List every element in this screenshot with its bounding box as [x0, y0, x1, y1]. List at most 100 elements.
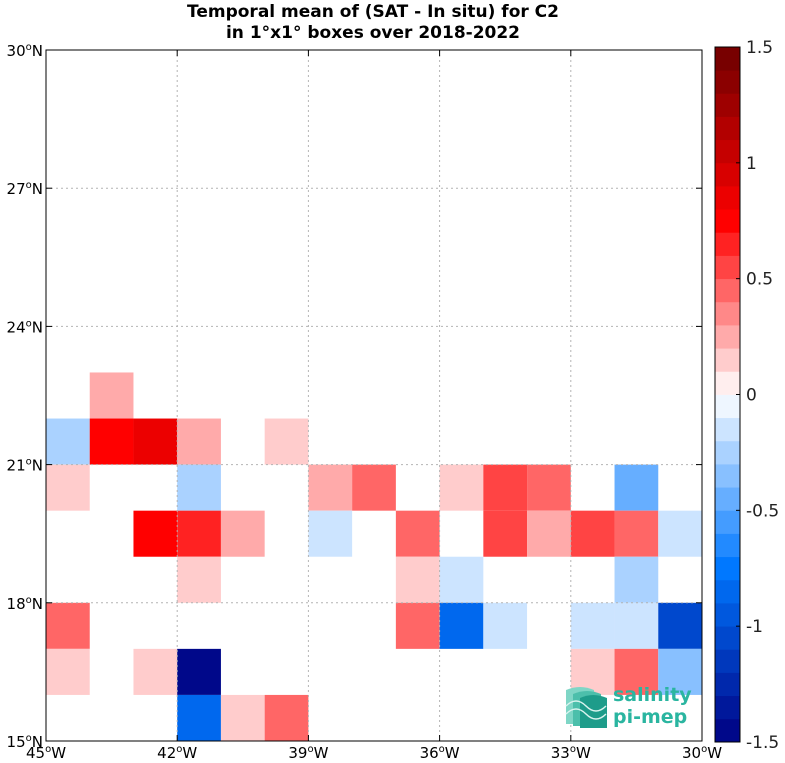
plot-frame	[45, 49, 703, 742]
heatmap-cell	[570, 510, 615, 557]
colorbar-segment	[715, 278, 740, 303]
heatmap-cell	[177, 418, 221, 465]
heatmap-cell	[264, 418, 309, 465]
colorbar-segment	[715, 47, 740, 71]
heatmap-cell	[614, 602, 659, 649]
heatmap-cell	[220, 694, 265, 741]
colorbar-segment	[715, 626, 740, 650]
heatmap-cell	[614, 648, 659, 695]
logo-text-line1: salinity	[613, 684, 692, 706]
heatmap-cell	[527, 510, 571, 557]
heatmap-cell	[439, 464, 484, 511]
heatmap-cell	[220, 510, 265, 557]
colorbar-segment	[715, 70, 740, 94]
colorbar-segment	[715, 487, 740, 511]
heatmap-cell	[177, 464, 221, 511]
heatmap-cell	[133, 510, 178, 557]
colorbar-segment	[715, 579, 740, 604]
chart-title: Temporal mean of (SAT - In situ) for C2 …	[187, 2, 559, 43]
x-tick-label: 45oW	[26, 744, 66, 762]
heatmap-cell	[527, 464, 571, 511]
colorbar-segment	[715, 464, 740, 488]
colorbar-segment	[715, 649, 740, 673]
colorbar-segment	[715, 139, 740, 164]
colorbar-segment	[715, 325, 740, 349]
colorbar-segment	[715, 301, 740, 326]
heatmap-cell	[439, 556, 484, 603]
wave-logo-icon	[565, 687, 607, 728]
x-tick-label: 30oW	[682, 744, 722, 762]
colorbar-segment	[715, 695, 740, 720]
heatmap-cell	[177, 648, 221, 695]
colorbar-segment	[715, 718, 740, 743]
heatmap-cell	[46, 602, 90, 649]
colorbar-segment	[715, 116, 740, 141]
colorbar-segment	[715, 93, 740, 117]
heatmap-cell	[614, 510, 659, 557]
heatmap-cell	[352, 464, 396, 511]
heatmap-cell	[46, 418, 90, 465]
colorbar-tick-label: 0.5	[746, 270, 773, 290]
colorbar-segment	[715, 672, 740, 697]
colorbar-segment	[715, 556, 740, 581]
colorbar-tick-label: 1.5	[746, 38, 773, 58]
heatmap-cell	[614, 464, 659, 511]
colorbar-tick-label: 0	[746, 386, 757, 406]
y-tick-label: 30oN	[7, 42, 43, 60]
y-tick-label: 15oN	[7, 733, 43, 751]
heatmap-cell	[395, 602, 440, 649]
heatmap-cell	[46, 648, 90, 695]
heatmap-cell	[658, 648, 702, 695]
axis-ticks: 45oW 42oW 39oW 36oW 33oW 30oW 15oN 18oN 21oN 24oN…	[7, 42, 723, 762]
heatmap-cell	[89, 418, 134, 465]
colorbar-tick-label: -1.5	[746, 733, 779, 753]
heatmap-cells	[46, 372, 702, 741]
heatmap-cell	[177, 694, 221, 741]
colorbar-segment	[715, 440, 740, 465]
heatmap-cell	[308, 510, 353, 557]
colorbar-segment	[715, 232, 740, 256]
colorbar-tick-label: -0.5	[746, 501, 779, 521]
heatmap-cell	[395, 556, 440, 603]
heatmap-cell	[177, 556, 221, 603]
colorbar-segment	[715, 255, 740, 280]
heatmap-cell	[658, 602, 702, 649]
colorbar-segment	[715, 417, 740, 442]
x-tick-label: 39oW	[288, 744, 328, 762]
colorbar-segment	[715, 394, 740, 419]
y-tick-label: 21oN	[7, 457, 43, 475]
y-tick-label: 18oN	[7, 595, 43, 613]
heatmap-cell	[89, 372, 134, 419]
colorbar-segment	[715, 162, 740, 187]
colorbar-segment	[715, 209, 740, 233]
x-tick-label: 42oW	[157, 744, 197, 762]
colorbar-tick-label: -1	[746, 617, 763, 637]
heatmap-cell	[177, 510, 221, 557]
colorbar-tick-label: 1	[746, 154, 757, 174]
y-tick-label: 27oN	[7, 180, 43, 198]
heatmap-cell	[439, 602, 484, 649]
heatmap-cell	[483, 602, 528, 649]
x-tick-label: 33oW	[551, 744, 591, 762]
heatmap-cell	[614, 556, 659, 603]
logo-text-line2: pi-mep	[613, 706, 687, 728]
heatmap-cell	[483, 510, 528, 557]
heatmap-cell	[264, 694, 309, 741]
colorbar-segment	[715, 510, 740, 534]
heatmap-cell	[395, 510, 440, 557]
colorbar-segment	[715, 603, 740, 627]
colorbar-segment	[715, 348, 740, 372]
heatmap-cell	[658, 510, 702, 557]
salinity-pimep-logo: salinity pi-mep	[565, 684, 692, 728]
heatmap-cell	[308, 464, 353, 511]
title-line-1: Temporal mean of (SAT - In situ) for C2	[187, 2, 559, 22]
heatmap-cell	[46, 464, 90, 511]
grid-lines	[46, 50, 702, 741]
heatmap-cell	[483, 464, 528, 511]
heatmap-cell	[133, 418, 178, 465]
y-tick-label: 24oN	[7, 318, 43, 336]
heatmap-cell	[133, 648, 178, 695]
heatmap-cell	[570, 602, 615, 649]
colorbar-segment	[715, 533, 740, 558]
